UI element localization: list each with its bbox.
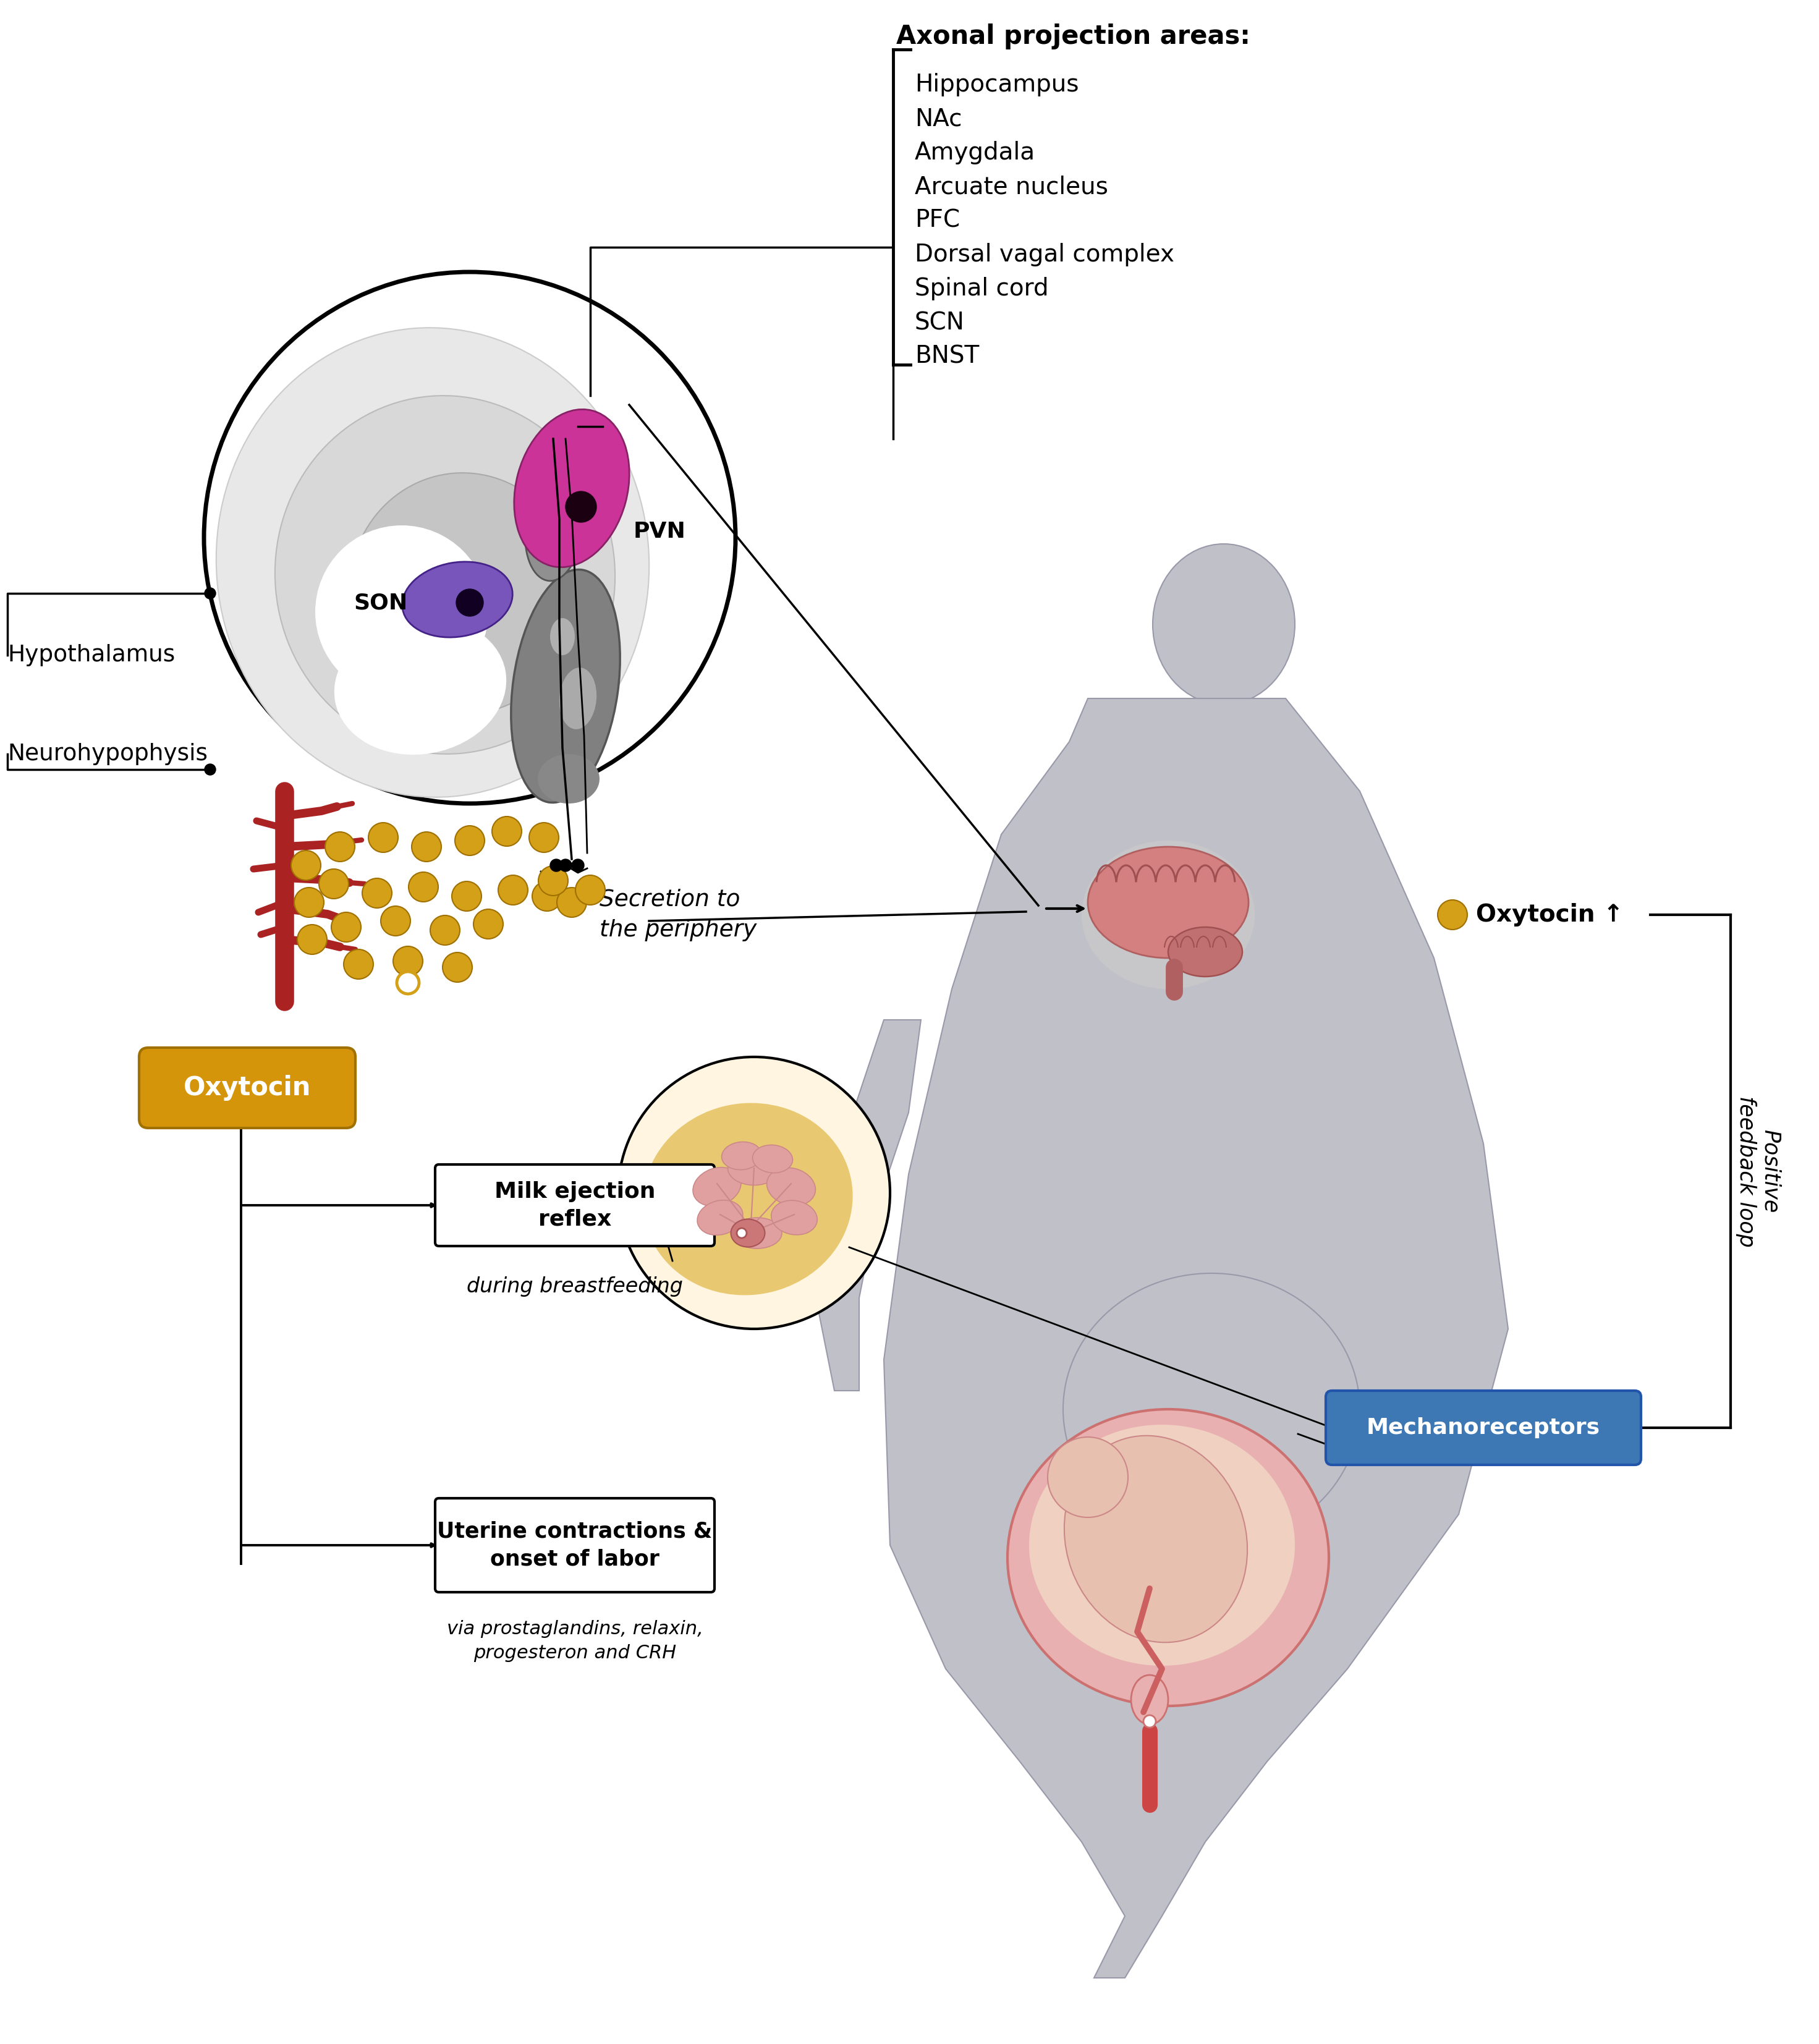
Circle shape: [326, 832, 355, 863]
Text: Oxytocin: Oxytocin: [184, 1075, 311, 1102]
Ellipse shape: [335, 617, 506, 754]
Ellipse shape: [558, 668, 597, 730]
Ellipse shape: [1064, 1435, 1248, 1643]
Ellipse shape: [538, 754, 600, 803]
Text: during breastfeeding: during breastfeeding: [467, 1278, 682, 1298]
Circle shape: [575, 875, 606, 905]
Text: Secretion to
the periphery: Secretion to the periphery: [600, 889, 757, 942]
Ellipse shape: [733, 1218, 782, 1249]
Ellipse shape: [1088, 846, 1248, 959]
Ellipse shape: [1168, 928, 1242, 977]
Text: Dorsal vagal complex: Dorsal vagal complex: [915, 243, 1175, 266]
Text: PFC: PFC: [915, 208, 960, 233]
Polygon shape: [884, 699, 1508, 1979]
Circle shape: [344, 948, 373, 979]
Text: Neurohypophysis: Neurohypophysis: [7, 742, 207, 764]
FancyBboxPatch shape: [1326, 1390, 1641, 1466]
Circle shape: [318, 869, 349, 899]
Ellipse shape: [768, 1167, 815, 1206]
Circle shape: [397, 971, 418, 993]
Circle shape: [204, 764, 216, 775]
Text: SCN: SCN: [915, 311, 964, 335]
Text: Milk ejection
reflex: Milk ejection reflex: [495, 1181, 655, 1230]
Text: Hippocampus: Hippocampus: [915, 74, 1079, 96]
Circle shape: [571, 858, 584, 871]
Ellipse shape: [275, 397, 615, 754]
Circle shape: [429, 916, 460, 944]
Ellipse shape: [722, 1143, 762, 1169]
Circle shape: [295, 887, 324, 918]
Circle shape: [296, 924, 327, 955]
Circle shape: [533, 881, 562, 912]
Circle shape: [393, 946, 422, 975]
Text: Hypothalamus: Hypothalamus: [7, 644, 175, 666]
Circle shape: [473, 910, 504, 938]
Circle shape: [498, 875, 528, 905]
Text: Axonal projection areas:: Axonal projection areas:: [897, 22, 1250, 49]
Ellipse shape: [402, 562, 513, 638]
Ellipse shape: [731, 1218, 764, 1247]
Ellipse shape: [549, 617, 575, 656]
Circle shape: [457, 589, 484, 615]
Circle shape: [204, 272, 735, 803]
Ellipse shape: [771, 1200, 817, 1235]
FancyBboxPatch shape: [435, 1165, 715, 1247]
Ellipse shape: [1131, 1674, 1168, 1725]
Ellipse shape: [216, 327, 649, 797]
Ellipse shape: [753, 1145, 793, 1173]
Ellipse shape: [644, 1104, 853, 1296]
Circle shape: [204, 589, 216, 599]
FancyBboxPatch shape: [138, 1049, 355, 1128]
Text: Oxytocin ↑: Oxytocin ↑: [1475, 903, 1623, 926]
Circle shape: [538, 867, 568, 895]
Circle shape: [380, 905, 411, 936]
Circle shape: [442, 953, 473, 981]
Circle shape: [737, 1228, 746, 1239]
Ellipse shape: [349, 472, 578, 713]
Ellipse shape: [315, 525, 487, 699]
Circle shape: [331, 912, 360, 942]
Ellipse shape: [511, 570, 620, 803]
Ellipse shape: [1153, 544, 1295, 705]
Text: PVN: PVN: [633, 521, 686, 542]
Circle shape: [566, 491, 597, 523]
Circle shape: [291, 850, 320, 881]
Ellipse shape: [1030, 1425, 1295, 1666]
Text: SON: SON: [355, 593, 407, 613]
Ellipse shape: [693, 1167, 740, 1206]
Circle shape: [451, 881, 482, 912]
Ellipse shape: [526, 482, 582, 580]
FancyBboxPatch shape: [435, 1498, 715, 1592]
Polygon shape: [817, 1020, 920, 1390]
Ellipse shape: [1008, 1408, 1330, 1707]
Ellipse shape: [697, 1200, 742, 1235]
Circle shape: [1144, 1715, 1155, 1727]
Circle shape: [491, 816, 522, 846]
Circle shape: [455, 826, 484, 856]
Text: Positive
feedback loop: Positive feedback loop: [1735, 1096, 1781, 1247]
Circle shape: [409, 873, 438, 901]
Circle shape: [557, 887, 586, 918]
Text: via prostaglandins, relaxin,
progesteron and CRH: via prostaglandins, relaxin, progesteron…: [447, 1621, 702, 1662]
Text: Uterine contractions &
onset of labor: Uterine contractions & onset of labor: [437, 1521, 713, 1570]
Text: BNST: BNST: [915, 345, 979, 368]
Circle shape: [560, 858, 571, 871]
Circle shape: [1437, 899, 1468, 930]
Ellipse shape: [728, 1151, 780, 1186]
Text: Spinal cord: Spinal cord: [915, 276, 1048, 300]
Circle shape: [411, 832, 442, 863]
Circle shape: [369, 822, 398, 852]
Text: Arcuate nucleus: Arcuate nucleus: [915, 176, 1108, 198]
Ellipse shape: [515, 409, 629, 568]
Ellipse shape: [1082, 840, 1255, 989]
Circle shape: [529, 822, 558, 852]
Circle shape: [618, 1057, 889, 1329]
Circle shape: [362, 879, 391, 908]
Circle shape: [1048, 1437, 1128, 1517]
Text: NAc: NAc: [915, 106, 962, 131]
Text: Mechanoreceptors: Mechanoreceptors: [1366, 1416, 1601, 1439]
Circle shape: [549, 858, 562, 871]
Text: Amygdala: Amygdala: [915, 141, 1035, 164]
Ellipse shape: [1062, 1273, 1361, 1545]
